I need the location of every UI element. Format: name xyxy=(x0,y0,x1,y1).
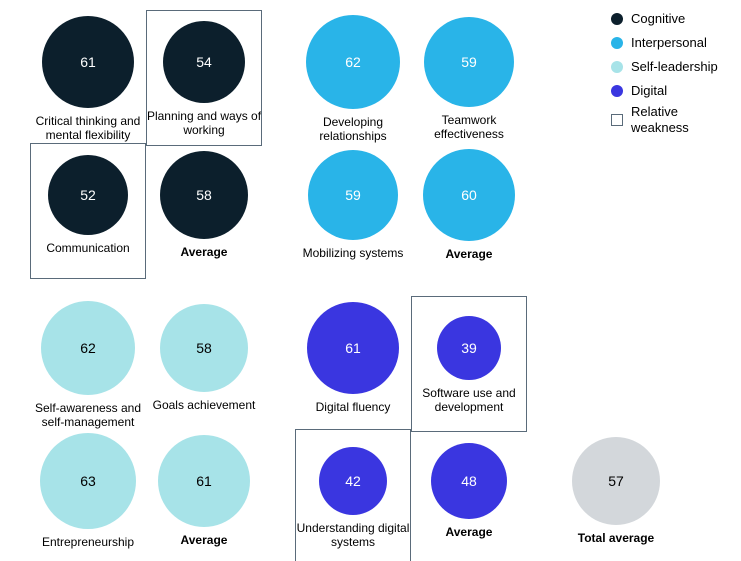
bubble-label: Average xyxy=(411,247,527,261)
legend-item: Relative weakness xyxy=(611,104,721,136)
legend-swatch xyxy=(611,13,623,25)
legend-swatch xyxy=(611,61,623,73)
bubble-label: Understanding digital systems xyxy=(295,521,411,549)
bubble-cell: 58 Average xyxy=(146,151,262,259)
legend-label: Cognitive xyxy=(631,8,685,30)
bubble-label: Planning and ways of working xyxy=(146,109,262,137)
legend-item: Digital xyxy=(611,80,721,102)
bubble: 59 xyxy=(424,17,514,107)
bubble-cell: 52 Communication xyxy=(30,155,146,255)
bubble: 61 xyxy=(158,435,250,527)
bubble: 61 xyxy=(307,302,399,394)
legend: CognitiveInterpersonalSelf-leadershipDig… xyxy=(611,8,721,138)
legend-item: Self-leadership xyxy=(611,56,721,78)
bubble: 62 xyxy=(306,15,400,109)
bubble: 39 xyxy=(437,316,501,380)
legend-label: Relative weakness xyxy=(631,104,721,136)
bubble: 62 xyxy=(41,301,135,395)
bubble: 58 xyxy=(160,151,248,239)
legend-label: Digital xyxy=(631,80,667,102)
bubble-cell: 59 Teamwork effectiveness xyxy=(411,17,527,141)
legend-swatch xyxy=(611,114,623,126)
bubble-label: Critical thinking and mental flexibility xyxy=(30,114,146,142)
bubble-label: Average xyxy=(146,245,262,259)
bubble-cell: 59 Mobilizing systems xyxy=(295,150,411,260)
bubble-label: Teamwork effectiveness xyxy=(411,113,527,141)
bubble-label: Total average xyxy=(558,531,674,545)
bubble-label: Self-awareness and self-management xyxy=(30,401,146,429)
bubble-cell: 58 Goals achievement xyxy=(146,304,262,412)
legend-label: Self-leadership xyxy=(631,56,718,78)
bubble-label: Average xyxy=(411,525,527,539)
legend-item: Cognitive xyxy=(611,8,721,30)
bubble: 48 xyxy=(431,443,507,519)
bubble-cell: 63 Entrepreneurship xyxy=(30,433,146,549)
bubble-cell: 62 Developing relationships xyxy=(295,15,411,143)
bubble: 54 xyxy=(163,21,245,103)
bubble: 59 xyxy=(308,150,398,240)
legend-label: Interpersonal xyxy=(631,32,707,54)
legend-swatch xyxy=(611,85,623,97)
bubble-cell: 62 Self-awareness and self-management xyxy=(30,301,146,429)
bubble-label: Software use and development xyxy=(411,386,527,414)
bubble-label: Digital fluency xyxy=(295,400,411,414)
bubble: 63 xyxy=(40,433,136,529)
bubble: 42 xyxy=(319,447,387,515)
bubble-label: Mobilizing systems xyxy=(295,246,411,260)
bubble-label: Developing relationships xyxy=(295,115,411,143)
bubble-cell: 61 Average xyxy=(146,435,262,547)
bubble-cell: 61 Critical thinking and mental flexibili… xyxy=(30,16,146,142)
bubble-cell: 39 Software use and development xyxy=(411,316,527,414)
bubble: 52 xyxy=(48,155,128,235)
bubble-cell: 61 Digital fluency xyxy=(295,302,411,414)
bubble-cell: 60 Average xyxy=(411,149,527,261)
skills-bubble-chart: CognitiveInterpersonalSelf-leadershipDig… xyxy=(0,0,741,561)
bubble-cell: 54 Planning and ways of working xyxy=(146,21,262,137)
bubble-label: Goals achievement xyxy=(146,398,262,412)
bubble-label: Average xyxy=(146,533,262,547)
bubble: 61 xyxy=(42,16,134,108)
bubble-label: Communication xyxy=(30,241,146,255)
bubble-cell: 48 Average xyxy=(411,443,527,539)
bubble: 58 xyxy=(160,304,248,392)
legend-item: Interpersonal xyxy=(611,32,721,54)
bubble: 57 xyxy=(572,437,660,525)
bubble-label: Entrepreneurship xyxy=(30,535,146,549)
bubble: 60 xyxy=(423,149,515,241)
bubble-cell: 42 Understanding digital systems xyxy=(295,447,411,549)
legend-swatch xyxy=(611,37,623,49)
bubble-cell: 57 Total average xyxy=(558,437,674,545)
